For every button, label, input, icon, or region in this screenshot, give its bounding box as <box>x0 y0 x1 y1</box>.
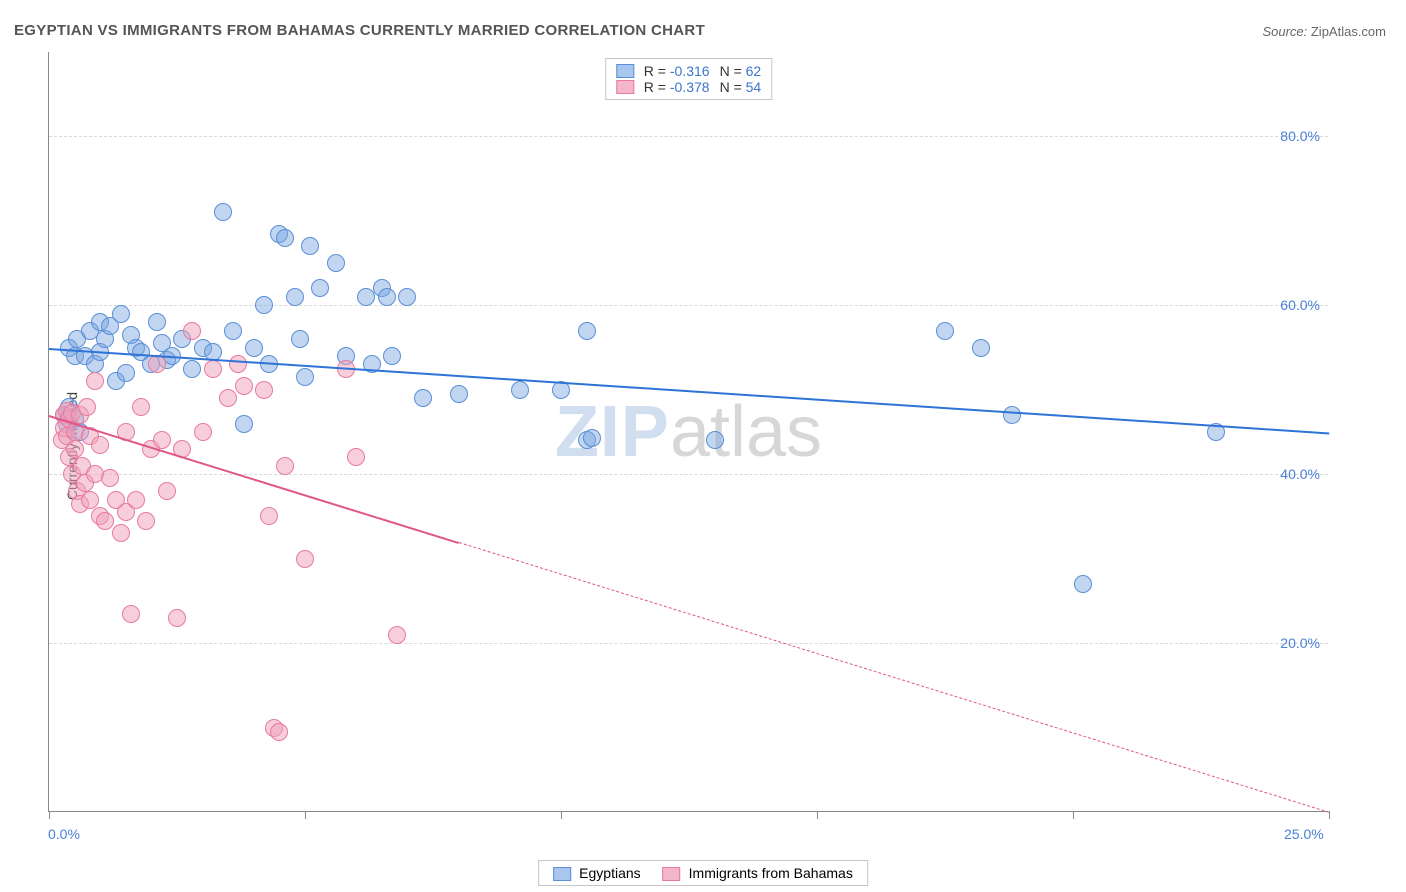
legend-item-1: Immigrants from Bahamas <box>663 865 853 881</box>
scatter-point <box>235 377 253 395</box>
x-tick <box>49 811 50 819</box>
n-stat: N = 62 <box>720 63 762 79</box>
scatter-point <box>1003 406 1021 424</box>
scatter-point <box>127 491 145 509</box>
scatter-point <box>276 229 294 247</box>
x-tick <box>1073 811 1074 819</box>
scatter-point <box>936 322 954 340</box>
scatter-point <box>347 448 365 466</box>
scatter-point <box>137 512 155 530</box>
scatter-point <box>311 279 329 297</box>
scatter-point <box>235 415 253 433</box>
scatter-point <box>327 254 345 272</box>
scatter-point <box>388 626 406 644</box>
scatter-point <box>91 436 109 454</box>
chart-title: EGYPTIAN VS IMMIGRANTS FROM BAHAMAS CURR… <box>14 22 705 39</box>
gridline <box>49 643 1328 644</box>
x-tick <box>817 811 818 819</box>
y-tick-label: 40.0% <box>1280 466 1320 482</box>
scatter-point <box>214 203 232 221</box>
gridline <box>49 305 1328 306</box>
scatter-point <box>245 339 263 357</box>
y-tick-label: 80.0% <box>1280 128 1320 144</box>
scatter-point <box>301 237 319 255</box>
scatter-point <box>450 385 468 403</box>
scatter-point <box>1074 575 1092 593</box>
scatter-point <box>296 368 314 386</box>
r-stat: R = -0.378 <box>644 79 710 95</box>
legend-row-1: R = -0.378 N = 54 <box>616 79 761 95</box>
scatter-point <box>112 305 130 323</box>
scatter-point <box>158 482 176 500</box>
scatter-point <box>153 431 171 449</box>
scatter-point <box>81 491 99 509</box>
scatter-point <box>972 339 990 357</box>
scatter-point <box>101 469 119 487</box>
scatter-point <box>66 440 84 458</box>
scatter-point <box>132 398 150 416</box>
scatter-point <box>117 364 135 382</box>
scatter-point <box>148 313 166 331</box>
scatter-point <box>260 507 278 525</box>
scatter-point <box>706 431 724 449</box>
scatter-point <box>122 605 140 623</box>
scatter-point <box>86 372 104 390</box>
r-stat: R = -0.316 <box>644 63 710 79</box>
scatter-point <box>383 347 401 365</box>
watermark-zip: ZIP <box>555 392 670 472</box>
n-stat: N = 54 <box>720 79 762 95</box>
y-tick-label: 20.0% <box>1280 635 1320 651</box>
scatter-point <box>511 381 529 399</box>
plot-area: ZIPatlas R = -0.316 N = 62 R = -0.378 N … <box>48 52 1328 812</box>
scatter-point <box>378 288 396 306</box>
scatter-point <box>204 360 222 378</box>
legend-row-0: R = -0.316 N = 62 <box>616 63 761 79</box>
scatter-point <box>255 296 273 314</box>
scatter-point <box>276 457 294 475</box>
source-prefix: Source: <box>1262 24 1310 39</box>
watermark-atlas: atlas <box>670 392 822 472</box>
source-name: ZipAtlas.com <box>1311 24 1386 39</box>
scatter-point <box>183 360 201 378</box>
legend-swatch-icon <box>663 867 681 881</box>
scatter-point <box>291 330 309 348</box>
x-tick <box>561 811 562 819</box>
scatter-point <box>96 512 114 530</box>
scatter-point <box>183 322 201 340</box>
source-attribution: Source: ZipAtlas.com <box>1262 24 1386 39</box>
scatter-point <box>578 322 596 340</box>
trendline-dashed <box>458 542 1329 813</box>
legend-swatch-icon <box>553 867 571 881</box>
scatter-point <box>296 550 314 568</box>
x-axis-max-label: 25.0% <box>1284 826 1324 842</box>
scatter-point <box>112 524 130 542</box>
y-tick-label: 60.0% <box>1280 297 1320 313</box>
scatter-point <box>414 389 432 407</box>
legend-swatch-icon <box>616 64 634 78</box>
correlation-legend: R = -0.316 N = 62 R = -0.378 N = 54 <box>605 58 772 100</box>
legend-swatch-icon <box>616 80 634 94</box>
scatter-point <box>229 355 247 373</box>
scatter-point <box>286 288 304 306</box>
scatter-point <box>583 429 601 447</box>
x-tick <box>305 811 306 819</box>
scatter-point <box>255 381 273 399</box>
scatter-point <box>219 389 237 407</box>
scatter-point <box>194 423 212 441</box>
series-legend: Egyptians Immigrants from Bahamas <box>538 860 868 886</box>
scatter-point <box>224 322 242 340</box>
legend-item-0: Egyptians <box>553 865 640 881</box>
chart-container: EGYPTIAN VS IMMIGRANTS FROM BAHAMAS CURR… <box>0 0 1406 892</box>
scatter-point <box>148 355 166 373</box>
scatter-point <box>168 609 186 627</box>
scatter-point <box>270 723 288 741</box>
scatter-point <box>398 288 416 306</box>
scatter-point <box>78 398 96 416</box>
gridline <box>49 136 1328 137</box>
x-axis-min-label: 0.0% <box>48 826 80 842</box>
